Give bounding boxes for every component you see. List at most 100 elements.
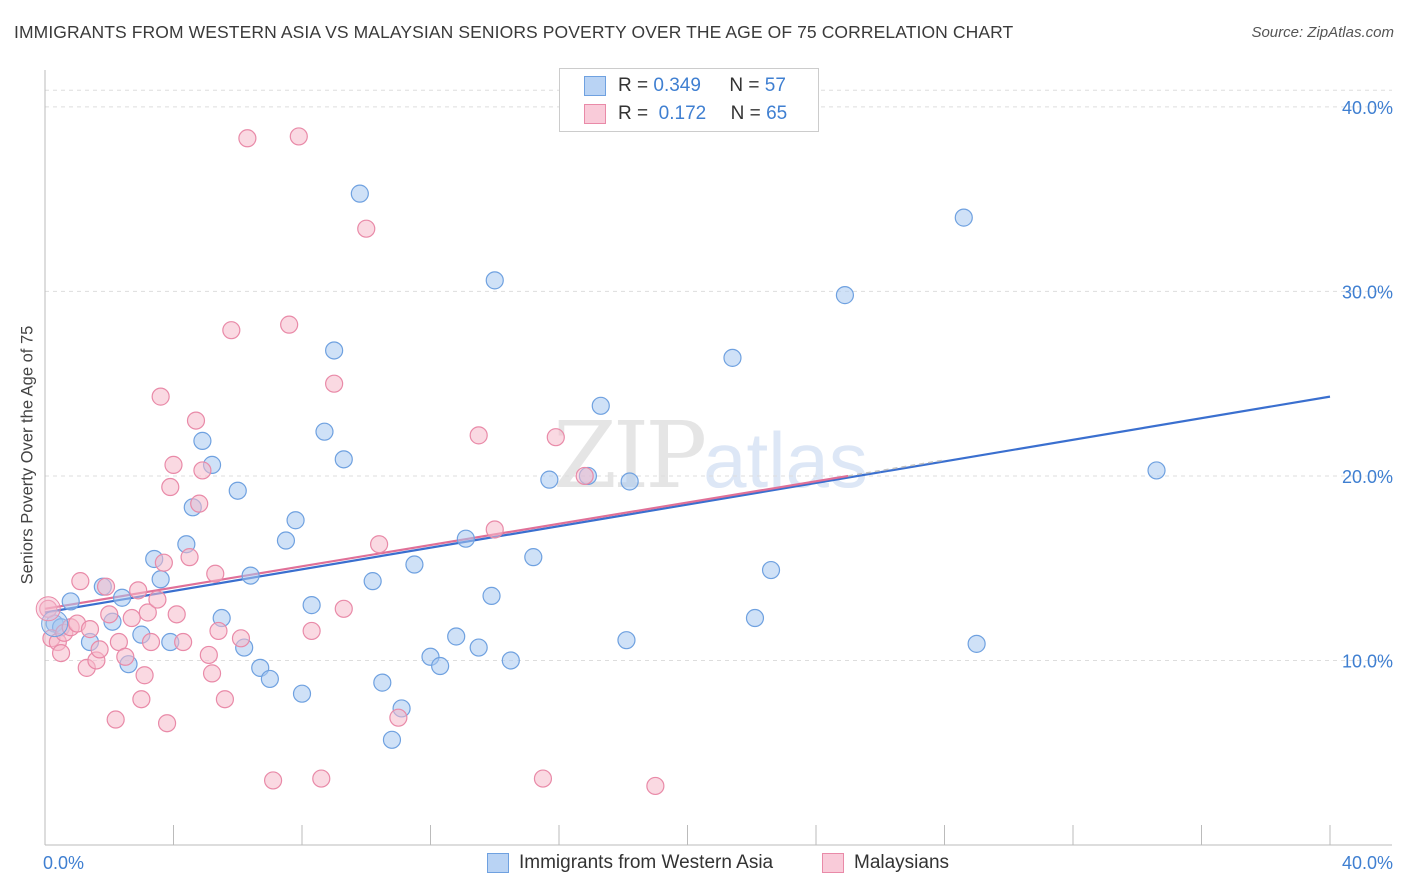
point-malaysians xyxy=(39,599,58,618)
r-label: R = xyxy=(618,75,649,96)
point-malaysians xyxy=(100,605,119,624)
point-western-asia xyxy=(469,638,488,657)
point-malaysians xyxy=(71,572,90,591)
point-western-asia xyxy=(591,396,610,415)
point-western-asia xyxy=(431,656,450,676)
point-western-asia xyxy=(501,651,520,670)
trendline-malaysians xyxy=(44,474,849,610)
point-western-asia xyxy=(363,572,382,591)
point-malaysians xyxy=(357,219,376,238)
x-tick-label: 0.0% xyxy=(43,853,84,873)
point-malaysians xyxy=(135,666,154,685)
point-western-asia xyxy=(315,422,334,441)
source-label: Source: ZipAtlas.com xyxy=(1251,24,1394,41)
point-malaysians xyxy=(164,455,183,474)
point-malaysians xyxy=(167,605,186,624)
point-malaysians xyxy=(80,620,100,639)
point-malaysians xyxy=(141,632,161,652)
point-malaysians xyxy=(174,632,193,652)
point-malaysians xyxy=(575,466,594,486)
point-western-asia xyxy=(151,570,170,589)
point-western-asia xyxy=(382,730,402,749)
axes xyxy=(44,70,1392,846)
point-malaysians xyxy=(90,640,109,659)
point-western-asia xyxy=(954,208,973,227)
trendline-malaysians-extension xyxy=(848,459,945,477)
point-western-asia xyxy=(723,348,742,367)
y-tick-label: 40.0% xyxy=(1342,98,1393,118)
point-malaysians xyxy=(280,315,299,334)
point-western-asia xyxy=(292,684,312,703)
watermark: ZIPatlas xyxy=(553,402,868,509)
point-malaysians xyxy=(199,645,218,665)
point-malaysians xyxy=(35,596,61,622)
legend-swatch-pink xyxy=(822,853,844,873)
point-malaysians xyxy=(202,664,222,683)
point-malaysians xyxy=(186,411,206,430)
point-western-asia xyxy=(61,592,80,611)
point-western-asia xyxy=(112,588,132,607)
point-malaysians xyxy=(154,553,173,572)
legend-item-malaysians: Malaysians xyxy=(822,852,949,874)
point-malaysians xyxy=(206,564,225,583)
r-value: 0.172 xyxy=(658,103,707,124)
trendlines xyxy=(44,395,1331,614)
correlation-legend: R = 0.349 N = 57 R = 0.172 N = 65 xyxy=(559,68,819,132)
point-malaysians xyxy=(289,127,308,146)
point-malaysians xyxy=(148,590,167,609)
point-malaysians xyxy=(51,643,71,663)
point-malaysians xyxy=(106,710,125,729)
point-malaysians xyxy=(132,690,151,709)
point-malaysians xyxy=(209,621,228,641)
n-value: 65 xyxy=(766,103,788,124)
point-western-asia xyxy=(276,531,296,550)
point-western-asia xyxy=(302,596,321,615)
tick-labels: 10.0% 20.0% 30.0% 40.0% 0.0% 40.0% xyxy=(43,98,1393,873)
point-malaysians xyxy=(122,608,141,628)
point-malaysians xyxy=(389,708,408,727)
legend-label: Malaysians xyxy=(854,852,950,873)
y-tick-label: 30.0% xyxy=(1342,282,1393,302)
point-malaysians xyxy=(546,428,565,447)
point-malaysians xyxy=(302,621,321,641)
legend-swatch-blue xyxy=(584,76,606,96)
point-malaysians xyxy=(334,599,353,618)
point-malaysians xyxy=(96,577,116,596)
n-label: N = xyxy=(729,75,760,96)
n-value: 57 xyxy=(764,75,786,96)
point-western-asia xyxy=(260,669,279,689)
point-malaysians xyxy=(312,769,331,788)
point-malaysians xyxy=(222,321,241,340)
point-malaysians xyxy=(193,461,212,480)
series-legend: Immigrants from Western Asia Malaysians xyxy=(0,852,1406,878)
r-label: R = xyxy=(618,103,649,124)
point-western-asia xyxy=(228,481,247,500)
point-western-asia xyxy=(41,610,69,638)
point-malaysians xyxy=(180,548,199,567)
point-malaysians xyxy=(325,374,344,393)
legend-swatch-blue xyxy=(487,853,509,873)
point-malaysians xyxy=(646,776,665,796)
chart-title: IMMIGRANTS FROM WESTERN ASIA VS MALAYSIA… xyxy=(14,22,1014,42)
point-malaysians xyxy=(231,629,251,648)
data-points xyxy=(35,127,1166,796)
point-western-asia xyxy=(350,184,369,203)
point-malaysians xyxy=(129,581,148,600)
point-western-asia xyxy=(761,560,781,580)
point-malaysians xyxy=(116,647,135,666)
point-western-asia xyxy=(835,286,855,305)
point-western-asia xyxy=(334,450,353,469)
r-value: 0.349 xyxy=(653,75,701,96)
point-malaysians xyxy=(238,129,257,148)
y-tick-label: 10.0% xyxy=(1342,651,1393,671)
point-western-asia xyxy=(325,341,344,360)
point-malaysians xyxy=(138,603,157,622)
point-western-asia xyxy=(620,472,639,491)
point-western-asia xyxy=(241,566,260,585)
point-western-asia xyxy=(193,431,212,450)
watermark-zip: ZIP xyxy=(553,402,707,509)
point-malaysians xyxy=(151,387,170,406)
n-label: N = xyxy=(730,103,761,124)
point-malaysians xyxy=(157,714,177,733)
